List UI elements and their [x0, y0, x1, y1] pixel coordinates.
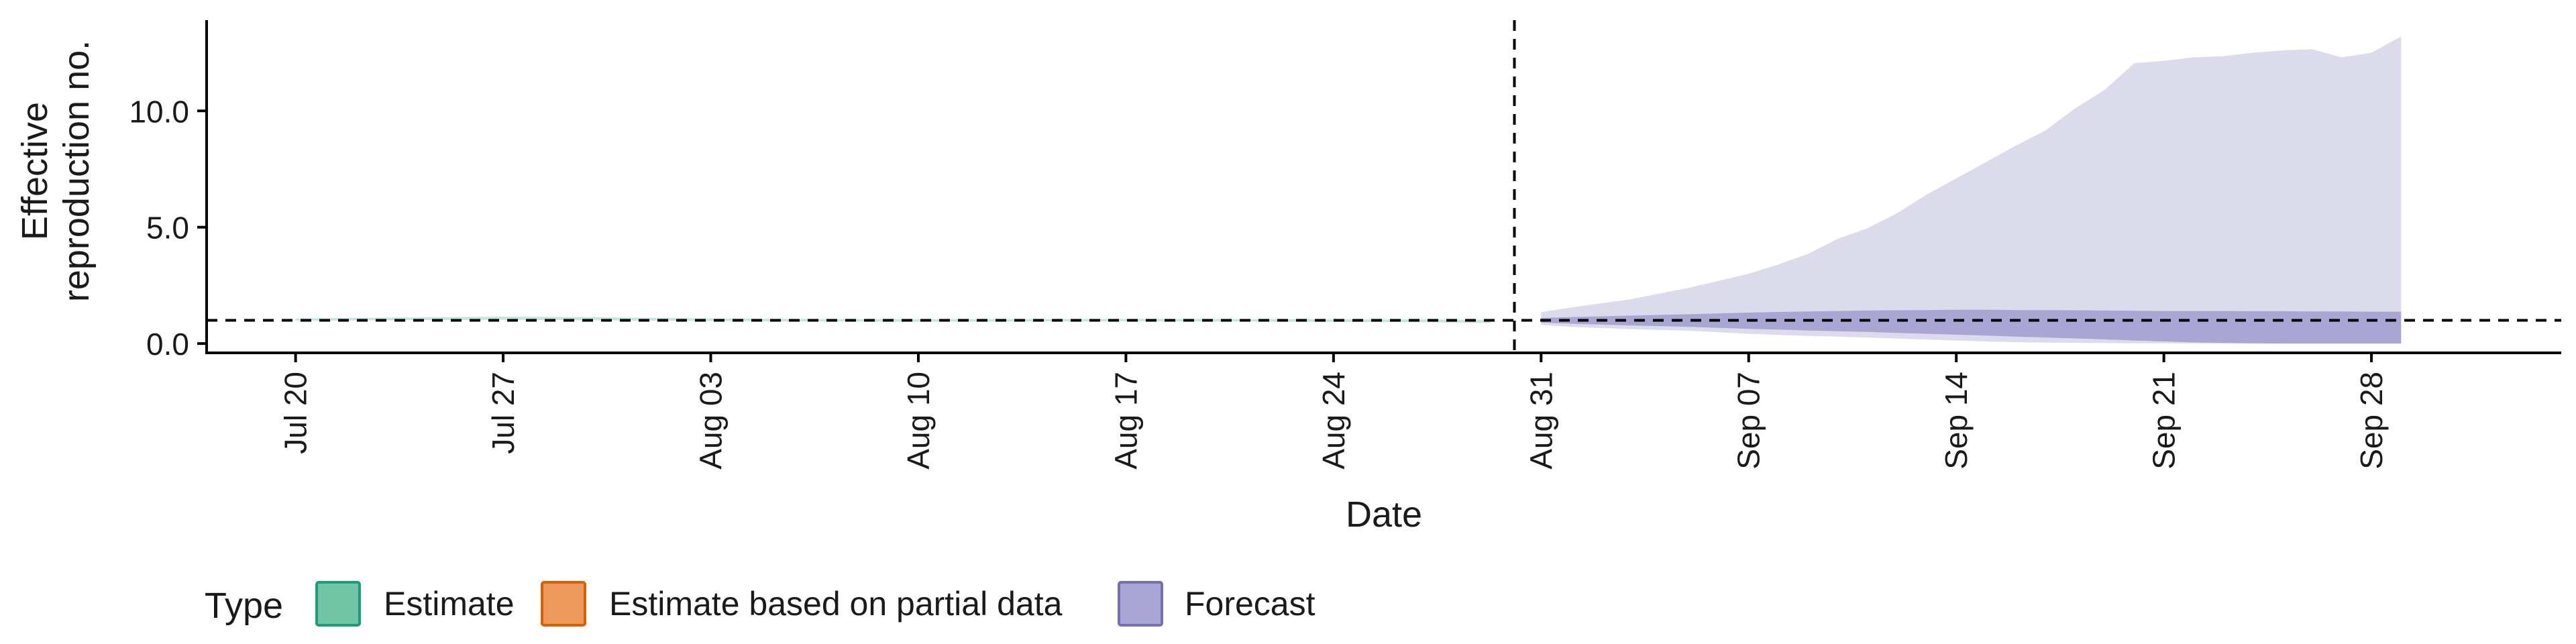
forecast-outer-band — [1541, 36, 2401, 343]
x-tick-label: Sep 21 — [2147, 372, 2182, 470]
data-bands — [296, 36, 2402, 343]
x-tick-label: Jul 20 — [278, 372, 313, 454]
y-tick-label: 0.0 — [146, 327, 189, 362]
y-tick-label: 10.0 — [129, 94, 189, 129]
x-tick-label: Aug 10 — [901, 372, 936, 470]
legend-label-forecast: Forecast — [1185, 585, 1316, 623]
x-tick-label: Sep 07 — [1731, 372, 1766, 470]
x-tick-label: Sep 14 — [1939, 372, 1974, 470]
x-tick-label: Aug 31 — [1523, 372, 1558, 470]
x-tick-label: Aug 17 — [1108, 372, 1143, 470]
x-tick-label: Jul 27 — [486, 372, 521, 454]
y-axis-title-line-1: Effective — [15, 102, 55, 240]
legend-key-estimate — [317, 582, 360, 625]
legend-label-partial: Estimate based on partial data — [609, 585, 1063, 623]
y-tick-label: 5.0 — [146, 211, 189, 246]
x-tick-label: Sep 28 — [2354, 372, 2389, 470]
x-tick-label: Aug 24 — [1316, 372, 1351, 470]
y-axis-ticks: 0.0 5.0 10.0 — [129, 94, 207, 362]
legend-key-partial — [542, 582, 585, 625]
x-axis-ticks: Jul 20 Jul 27 Aug 03 Aug 10 Aug 17 Aug 24 Aug … — [278, 353, 2389, 470]
legend-key-forecast — [1119, 582, 1162, 625]
legend-label-estimate: Estimate — [384, 585, 515, 623]
x-axis-title: Date — [1346, 494, 1422, 535]
legend: Type Estimate Estimate based on partial … — [205, 582, 1316, 626]
x-tick-label: Aug 03 — [694, 372, 729, 470]
y-axis-title-line-2: reproduction no. — [56, 40, 97, 302]
legend-title: Type — [205, 586, 283, 626]
